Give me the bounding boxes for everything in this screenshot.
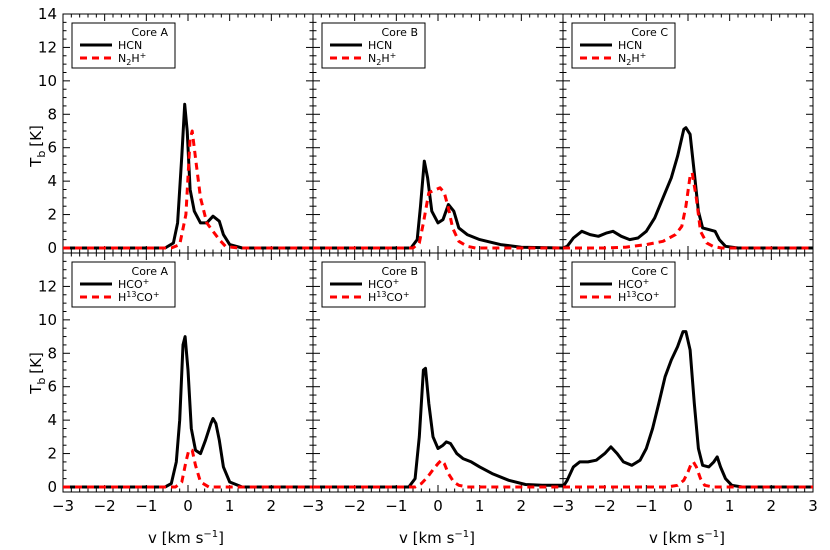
x-tick-label: −3 — [52, 497, 74, 515]
legend-title: Core C — [631, 265, 668, 278]
dashed-series-line — [313, 458, 563, 489]
solid-series-line — [313, 366, 563, 489]
x-axis-label-left: v [km s−1] — [148, 529, 224, 547]
legend-title: Core B — [381, 265, 418, 278]
y-tick-label: 2 — [47, 206, 57, 224]
y-tick-label: 10 — [38, 72, 57, 90]
solid-series-line — [63, 102, 313, 250]
y-tick-label: 0 — [47, 478, 57, 496]
y-tick-label: 6 — [47, 139, 57, 157]
legend-title: Core C — [631, 26, 668, 39]
y-tick-label: 6 — [47, 378, 57, 396]
x-tick-label: 2 — [517, 497, 527, 515]
x-axis-label-middle: v [km s−1] — [399, 529, 475, 547]
x-tick-label: −1 — [135, 497, 157, 515]
x-tick-label: 0 — [183, 497, 193, 515]
x-tick-label: −1 — [635, 497, 657, 515]
legend-entry-label: N2H+ — [368, 51, 396, 67]
legend-entry-label: H13CO+ — [118, 290, 160, 304]
legend-box — [321, 261, 426, 308]
y-tick-label: 8 — [47, 344, 57, 362]
x-tick-label: −3 — [552, 497, 574, 515]
dashed-series-line — [313, 186, 563, 250]
y-tick-label: 8 — [47, 105, 57, 123]
solid-series-line — [313, 159, 564, 250]
x-tick-label: 1 — [225, 497, 235, 515]
legend-entry-label: H13CO+ — [368, 290, 410, 304]
y-tick-label: 0 — [47, 239, 57, 257]
x-tick-label: −1 — [385, 497, 407, 515]
x-tick-label: −3 — [302, 497, 324, 515]
legend-entry-label: HCO+ — [618, 277, 649, 291]
x-tick-label: 0 — [433, 497, 443, 515]
x-tick-label: 1 — [475, 497, 485, 515]
legend-entry-label: H13CO+ — [618, 290, 660, 304]
x-tick-label: −2 — [344, 497, 366, 515]
legend-entry-label: HCO+ — [368, 277, 399, 291]
legend-entry-label: HCN — [368, 39, 392, 52]
legend-entry-label: HCN — [618, 39, 642, 52]
legend-title: Core A — [132, 26, 169, 39]
legend-entry-label: N2H+ — [118, 51, 146, 67]
y-tick-label: 14 — [38, 5, 57, 23]
x-tick-label: −2 — [594, 497, 616, 515]
solid-series-line — [562, 126, 813, 250]
y-tick-label: 4 — [47, 172, 57, 190]
dashed-series-line — [563, 460, 813, 489]
y-tick-label: 2 — [47, 445, 57, 463]
legend-entry-label: HCN — [118, 39, 142, 52]
y-axis-label-top: Tb[K] — [27, 125, 48, 168]
legend-entry-label: N2H+ — [618, 51, 646, 67]
dashed-series-line — [563, 171, 813, 250]
x-tick-label: 3 — [808, 497, 818, 515]
x-axis-label-right: v [km s−1] — [649, 529, 725, 547]
legend-title: Core A — [132, 265, 169, 278]
legend-title: Core B — [381, 26, 418, 39]
y-axis-label-bottom: Tb[K] — [27, 352, 48, 395]
x-tick-label: −2 — [94, 497, 116, 515]
solid-series-line — [561, 330, 813, 489]
legend-entry-label: HCO+ — [118, 277, 149, 291]
x-tick-label: 2 — [267, 497, 277, 515]
solid-series-line — [63, 335, 313, 489]
dashed-series-line — [63, 448, 313, 489]
y-tick-label: 4 — [47, 411, 57, 429]
x-tick-label: 1 — [725, 497, 735, 515]
y-tick-label: 10 — [38, 311, 57, 329]
x-tick-label: 2 — [767, 497, 777, 515]
y-tick-label: 12 — [38, 277, 57, 295]
dashed-series-line — [63, 129, 313, 250]
x-tick-label: 0 — [683, 497, 693, 515]
y-tick-label: 12 — [38, 38, 57, 56]
